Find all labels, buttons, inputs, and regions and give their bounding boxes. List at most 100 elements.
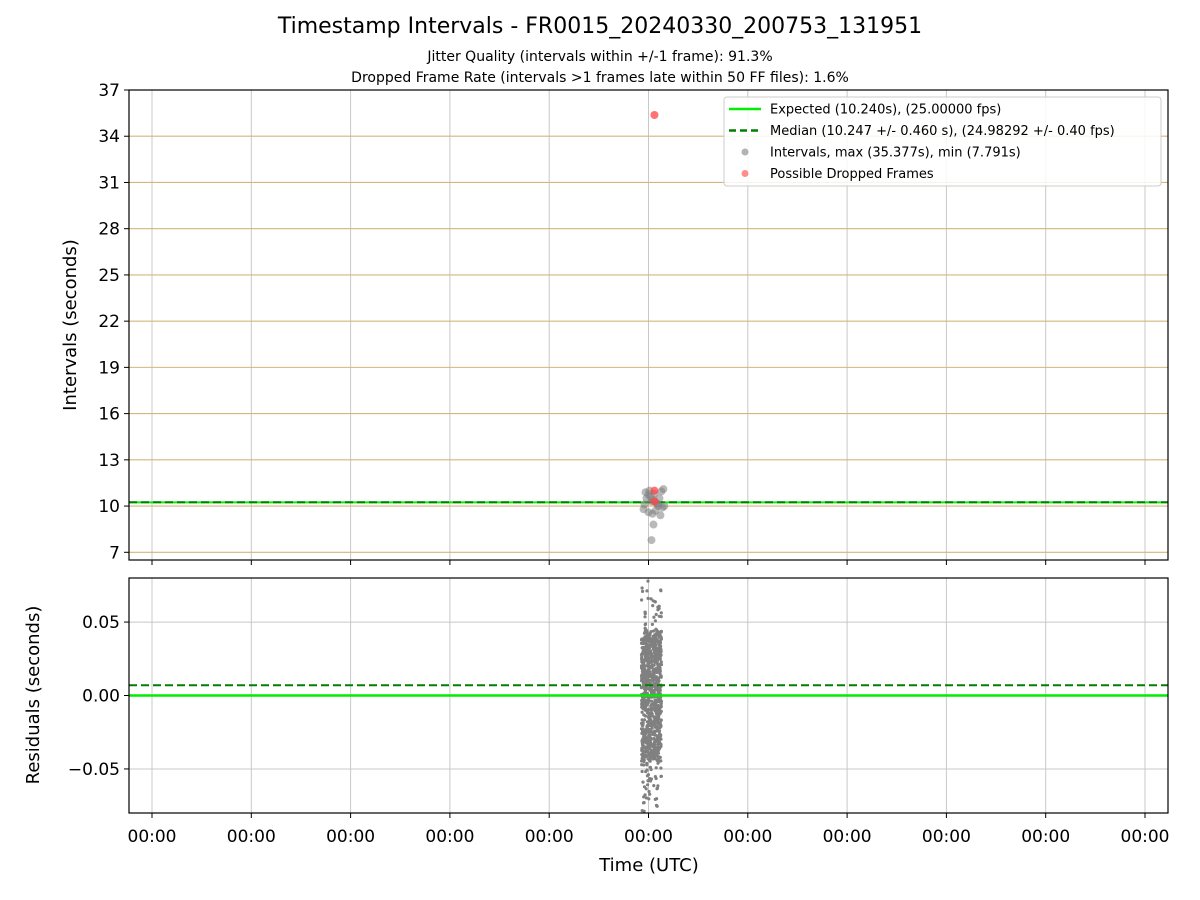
- top-y-tick-label: 7: [109, 543, 120, 563]
- residual-point: [656, 608, 660, 612]
- residual-point: [653, 705, 657, 709]
- residual-point: [647, 697, 651, 701]
- residual-point: [646, 636, 650, 640]
- residual-point: [640, 598, 644, 602]
- residual-point: [649, 699, 654, 703]
- residual-point: [658, 700, 662, 704]
- residual-point: [648, 640, 652, 644]
- residual-point: [654, 776, 658, 781]
- residual-point: [656, 714, 660, 718]
- residual-point: [644, 699, 648, 703]
- residual-point: [659, 660, 663, 664]
- residual-point: [659, 653, 663, 657]
- residual-point: [658, 734, 663, 738]
- legend: Expected (10.240s), (25.00000 fps) Median…: [723, 96, 1162, 187]
- residual-point: [646, 579, 650, 583]
- residual-point: [640, 731, 644, 736]
- x-axis-label: Time (UTC): [598, 855, 699, 876]
- residual-point: [655, 787, 659, 791]
- residual-point: [649, 649, 653, 653]
- residual-point: [655, 707, 659, 711]
- residual-point: [642, 785, 647, 789]
- residual-point: [659, 704, 663, 709]
- residual-point: [647, 632, 651, 636]
- residual-point: [652, 659, 656, 663]
- residual-point: [653, 600, 657, 604]
- dropped-frame-point: [650, 111, 659, 120]
- residual-point: [651, 745, 655, 749]
- residual-point: [648, 712, 653, 716]
- residual-point: [640, 769, 644, 774]
- residual-point: [641, 722, 645, 727]
- residual-point: [655, 797, 659, 801]
- residual-point: [659, 774, 664, 778]
- residual-point: [646, 596, 650, 601]
- residual-point: [650, 714, 655, 718]
- residual-point: [652, 655, 657, 659]
- residual-point: [659, 674, 663, 678]
- residual-point: [641, 651, 645, 655]
- residual-point: [642, 737, 647, 741]
- residual-point: [642, 718, 647, 722]
- interval-point: [659, 485, 668, 494]
- residual-point: [643, 708, 648, 712]
- residual-point: [656, 718, 660, 722]
- residual-point: [647, 746, 651, 750]
- residual-point: [652, 749, 656, 753]
- residual-point: [644, 796, 649, 800]
- residual-point: [640, 756, 644, 760]
- residual-point: [643, 675, 647, 679]
- residual-point: [648, 777, 652, 781]
- residual-point: [640, 809, 644, 813]
- residual-point: [651, 604, 655, 608]
- dropped-frame-point: [650, 486, 659, 495]
- residual-point: [658, 666, 662, 670]
- residual-point: [658, 726, 662, 730]
- x-tick-label: 00:00: [525, 827, 574, 847]
- bottom-y-axis-label: Residuals (seconds): [23, 606, 44, 785]
- residual-point: [645, 677, 649, 681]
- chart-subtitle-jitter: Jitter Quality (intervals within +/-1 fr…: [427, 49, 773, 65]
- residual-point: [645, 691, 649, 695]
- residual-point: [639, 727, 644, 731]
- residual-point: [643, 653, 647, 657]
- residual-point: [647, 708, 651, 712]
- residual-point: [640, 718, 644, 722]
- residual-point: [639, 638, 644, 642]
- residual-point: [658, 657, 662, 661]
- residual-point: [640, 657, 644, 661]
- residual-point: [647, 797, 651, 801]
- residual-point: [656, 784, 660, 788]
- residual-point: [639, 674, 644, 678]
- residual-point: [647, 789, 651, 794]
- top-y-tick-label: 31: [98, 173, 120, 193]
- residual-point: [655, 628, 659, 633]
- residual-point: [659, 742, 663, 746]
- residual-point: [650, 726, 654, 730]
- residual-point: [641, 666, 645, 670]
- legend-marker-swatch: [741, 148, 749, 156]
- x-tick-label: 00:00: [227, 827, 276, 847]
- residual-point: [656, 680, 660, 684]
- residual-point: [647, 758, 651, 762]
- residual-point: [657, 614, 661, 618]
- residual-point: [644, 628, 648, 632]
- residual-point: [652, 719, 656, 723]
- dropped-frame-point: [650, 497, 659, 506]
- residual-point: [658, 711, 662, 715]
- residual-point: [653, 645, 657, 649]
- residual-point: [659, 637, 663, 641]
- residual-point: [643, 637, 647, 641]
- residual-point: [645, 720, 649, 724]
- x-tick-label: 00:00: [922, 827, 971, 847]
- residual-point: [640, 741, 644, 745]
- residual-point: [658, 643, 662, 647]
- residual-point: [654, 637, 658, 641]
- residual-point: [653, 742, 657, 747]
- residual-point: [646, 650, 650, 654]
- residual-point: [645, 768, 649, 772]
- bottom-y-tick-label: 0.05: [82, 613, 120, 633]
- x-tick-label: 00:00: [1021, 827, 1070, 847]
- residual-point: [640, 705, 644, 709]
- residual-point: [641, 684, 645, 688]
